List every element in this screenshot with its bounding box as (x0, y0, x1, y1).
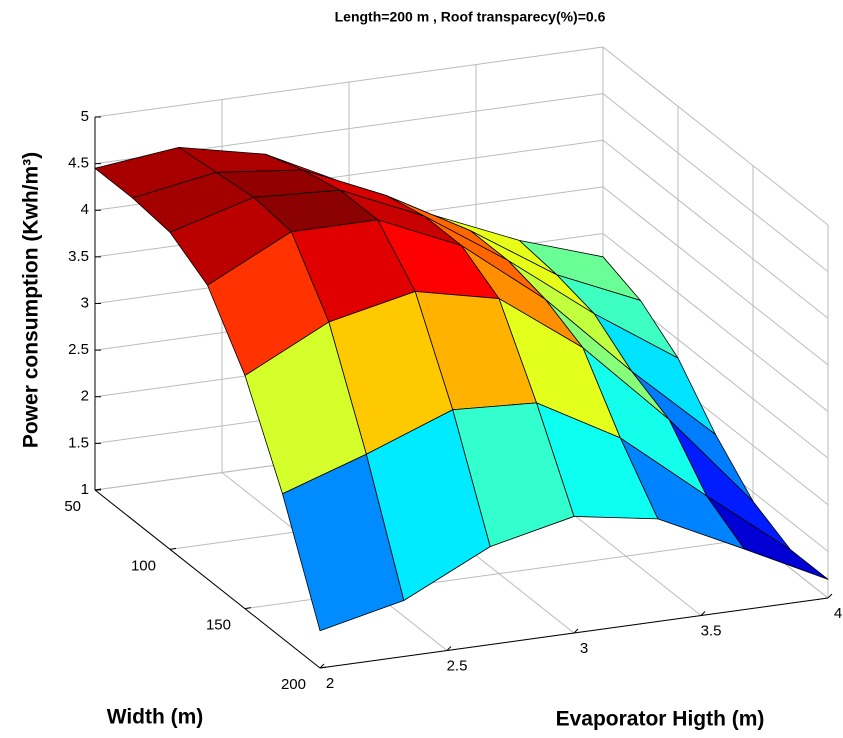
grid-line (602, 139, 829, 319)
x-tick-label: 2 (326, 675, 334, 692)
z-tick-label: 1.5 (68, 434, 89, 451)
y-axis-label: Width (m) (107, 706, 204, 729)
x-tick (700, 611, 706, 616)
x-tick-label: 2.5 (447, 657, 468, 674)
y-tick-label: 50 (64, 498, 81, 515)
y-tick (169, 547, 177, 550)
y-tick (244, 607, 252, 610)
z-tick-label: 3.5 (68, 248, 89, 265)
x-tick-label: 3.5 (701, 622, 722, 639)
x-tick (446, 646, 452, 651)
z-tick-label: 4.5 (68, 155, 89, 172)
axis-line (94, 489, 321, 669)
y-tick-label: 100 (131, 557, 156, 574)
x-tick (827, 593, 833, 599)
z-tick-label: 2.5 (68, 341, 89, 358)
z-tick-label: 4 (81, 201, 89, 218)
z-axis-label: Power consumption (Kwh/m³) (20, 152, 43, 448)
chart-title: Length=200 m , Roof transparecy(%)=0.6 (335, 9, 606, 25)
grid-line (602, 46, 829, 226)
x-tick (319, 663, 325, 669)
grid-line (602, 186, 829, 366)
x-tick-label: 3 (580, 640, 588, 657)
x-tick-label: 4 (834, 605, 842, 622)
z-tick-label: 1 (81, 481, 89, 498)
y-tick-label: 150 (206, 617, 231, 634)
z-tick-label: 3 (81, 294, 89, 311)
surface (94, 147, 829, 632)
grid-line (602, 93, 829, 273)
z-tick-label: 2 (81, 388, 89, 405)
y-tick-label: 200 (281, 676, 306, 693)
x-tick (573, 628, 579, 634)
x-axis-label: Evaporator Higth (m) (556, 708, 765, 731)
z-tick-label: 5 (81, 108, 89, 125)
grid-line (602, 233, 829, 412)
y-tick (94, 488, 102, 491)
y-tick (319, 666, 327, 669)
surface-face (282, 453, 405, 632)
labels: Length=200 m , Roof transparecy(%)=0.6 W… (20, 9, 843, 731)
